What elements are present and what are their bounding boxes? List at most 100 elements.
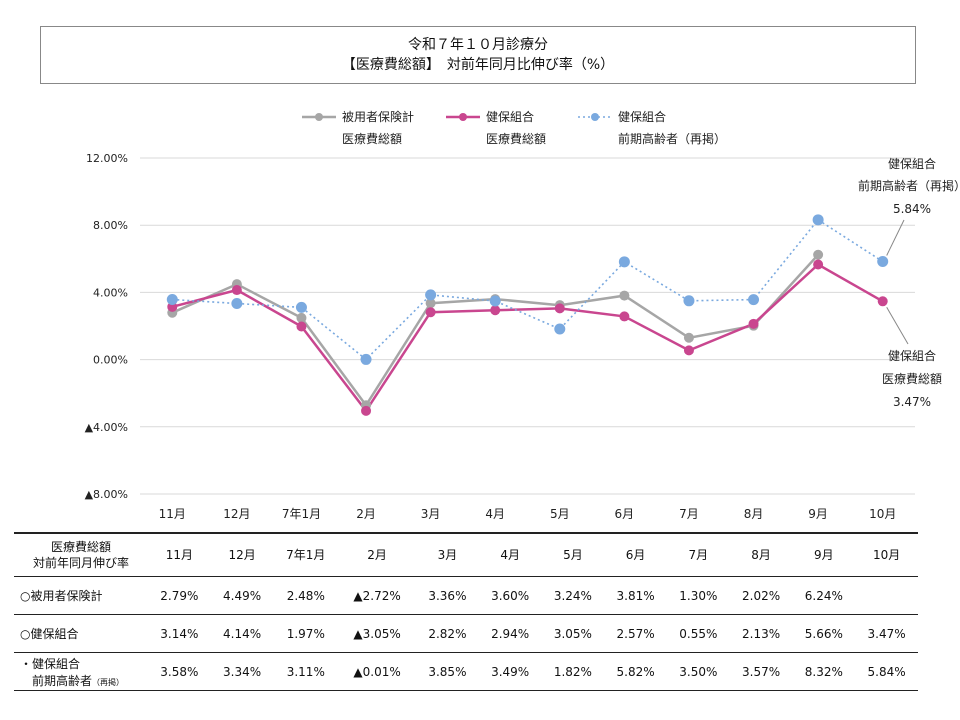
data-table: 医療費総額 対前年同月伸び率 11月 12月 7年1月 2月 3月 4月 5月 6月 7月 8月 9…: [14, 532, 918, 691]
chart-title-line1: 令和７年１０月診療分: [408, 37, 548, 53]
annotation-kenpo-value: 3.47%: [893, 395, 931, 409]
series-line-hihoken: [171, 253, 820, 408]
data-point-kenpo: [361, 405, 372, 416]
data-point-kenpo: [231, 285, 242, 296]
legend-sublabel-zenki: 前期高齢者（再掲）: [618, 131, 726, 146]
table-row-label-line1: ○被用者保険計: [20, 589, 103, 603]
y-tick-label: 0.00%: [93, 354, 128, 367]
table-cell: [855, 576, 918, 615]
data-point-kenpo: [683, 345, 694, 356]
table-row-label-line2: 前期高齢者（再掲）: [20, 673, 125, 688]
data-point-zenki: [360, 353, 372, 365]
data-point-kenpo: [877, 296, 888, 307]
table-cell: 3.81%: [604, 576, 667, 615]
table-header-row: 医療費総額 対前年同月伸び率 11月 12月 7年1月 2月 3月 4月 5月 6月 7月 8月 9…: [14, 532, 918, 577]
table-row-label-note: （再掲）: [92, 677, 125, 687]
table-cell: 3.47%: [855, 614, 918, 653]
table-cell: 2.02%: [729, 576, 793, 615]
x-tick-label: 10月: [869, 507, 896, 521]
x-tick-label: 7月: [679, 507, 699, 521]
table-row-label-line1: ○健保組合: [20, 627, 79, 641]
data-point-hihoken: [296, 312, 307, 323]
table-cell: 3.60%: [478, 576, 542, 615]
table-cell: 1.30%: [666, 576, 730, 615]
table-cell: 2.13%: [729, 614, 793, 653]
table-row: ○健保組合 3.14% 4.14% 1.97% ▲3.05% 2.82% 2.94% 3.05…: [14, 614, 918, 653]
table-cell: 3.57%: [729, 652, 793, 691]
annotation-zenki-line1: 健保組合: [888, 156, 936, 171]
x-tick-label: 4月: [485, 507, 505, 521]
x-tick-label: 12月: [223, 507, 250, 521]
table-cell: 3.11%: [273, 652, 339, 691]
legend-label-hihoken: 被用者保険計: [342, 109, 414, 124]
table-cell: ▲2.72%: [338, 576, 417, 615]
table-row-label: ○健保組合: [14, 614, 148, 653]
data-point-zenki: [748, 294, 760, 306]
annotation-leader: [886, 219, 905, 256]
table-row-label: ・健保組合 前期高齢者（再掲）: [14, 652, 148, 691]
table-cell: 3.24%: [541, 576, 605, 615]
data-point-zenki: [812, 214, 824, 226]
table-header-month: 7月: [666, 532, 730, 577]
table-cell: 5.84%: [855, 652, 918, 691]
table-row: ○被用者保険計 2.79% 4.49% 2.48% ▲2.72% 3.36% 3.60% 3.…: [14, 576, 918, 615]
series-line-zenki: [172, 218, 884, 361]
data-point-kenpo: [296, 321, 307, 332]
table-cell: 3.58%: [148, 652, 211, 691]
table-cell: 2.57%: [604, 614, 667, 653]
legend-marker-hihoken: [315, 113, 323, 121]
table-cell: 5.82%: [604, 652, 667, 691]
table-header-label-line1: 医療費総額: [50, 540, 111, 554]
x-tick-label: 9月: [808, 507, 828, 521]
data-point-hihoken: [683, 332, 694, 343]
table-cell: 3.85%: [416, 652, 479, 691]
table-header-month: 2月: [338, 532, 417, 577]
x-tick-label: 8月: [744, 507, 764, 521]
x-tick-label: 2月: [356, 507, 376, 521]
table-row: ・健保組合 前期高齢者（再掲） 3.58% 3.34% 3.11% ▲0.01% 3.85…: [14, 652, 918, 691]
chart-title-line2: 【医療費総額】 対前年同月比伸び率（%）: [341, 57, 615, 73]
table-cell: 3.34%: [210, 652, 274, 691]
table-cell: 3.49%: [478, 652, 542, 691]
y-tick-label: ▲4.00%: [85, 421, 128, 434]
annotation-zenki-line2: 前期高齢者（再掲）: [858, 178, 960, 193]
data-point-zenki: [554, 323, 566, 335]
table-cell: 1.97%: [273, 614, 339, 653]
table-cell: 6.24%: [792, 576, 856, 615]
legend-marker-zenki: [591, 113, 599, 121]
table-cell: 0.55%: [666, 614, 730, 653]
data-point-hihoken: [619, 290, 630, 301]
table-cell: 2.94%: [478, 614, 542, 653]
legend-sublabel-kenpo: 医療費総額: [486, 131, 546, 146]
y-tick-label: ▲8.00%: [85, 488, 128, 501]
table-header-month: 8月: [729, 532, 793, 577]
table-cell: 5.66%: [792, 614, 856, 653]
table-cell: 2.82%: [416, 614, 479, 653]
y-tick-label: 12.00%: [86, 152, 128, 165]
table-header-month: 6月: [604, 532, 667, 577]
table-cell: 8.32%: [792, 652, 856, 691]
data-point-kenpo: [748, 318, 759, 329]
table-row-label: ○被用者保険計: [14, 576, 148, 615]
table-header-month: 4月: [478, 532, 542, 577]
table-header-month: 7年1月: [273, 532, 339, 577]
series-line-kenpo: [171, 262, 884, 413]
series-points: [166, 214, 889, 416]
data-point-zenki: [683, 295, 695, 307]
data-point-zenki: [425, 289, 437, 301]
x-tick-label: 5月: [550, 507, 570, 521]
data-point-kenpo: [554, 303, 565, 314]
data-point-hihoken: [813, 249, 824, 260]
table-cell: 1.82%: [541, 652, 605, 691]
annotation-kenpo-line1: 健保組合: [888, 348, 936, 363]
data-point-zenki: [231, 297, 243, 309]
table-header-month: 10月: [855, 532, 918, 577]
x-tick-label: 6月: [615, 507, 635, 521]
data-point-kenpo: [490, 305, 501, 316]
table-cell: 3.14%: [148, 614, 211, 653]
x-tick-label: 7年1月: [282, 507, 321, 521]
table-cell: 3.05%: [541, 614, 605, 653]
table-header-month: 12月: [210, 532, 274, 577]
